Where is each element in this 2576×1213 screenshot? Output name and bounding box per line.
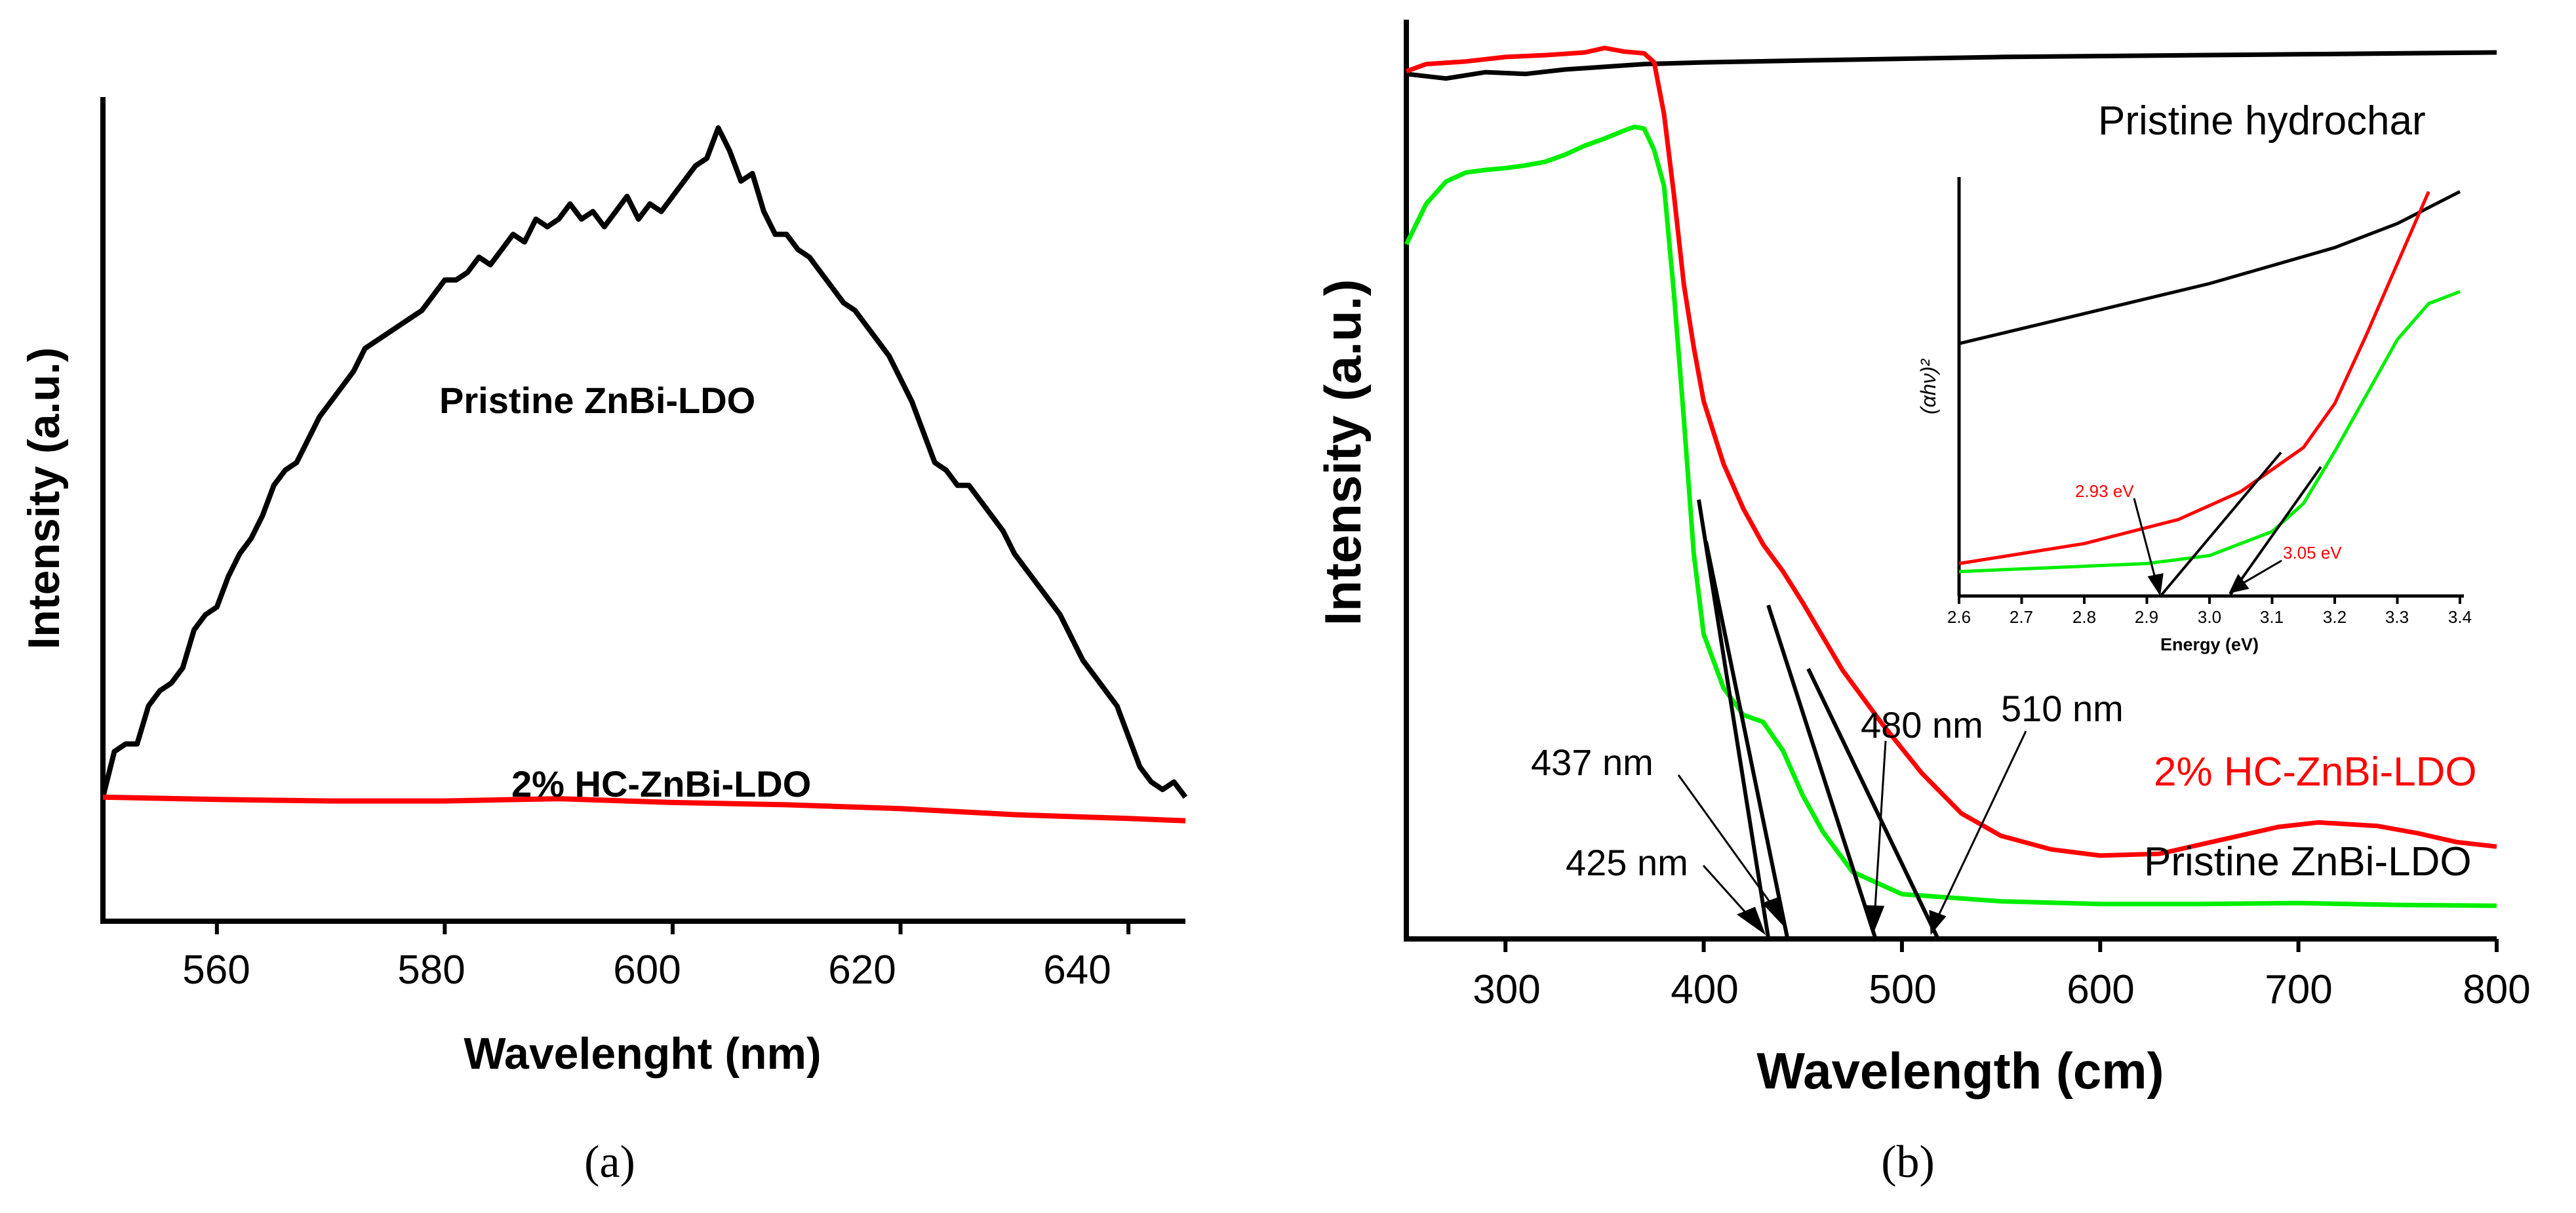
arrow-437 (1677, 774, 1775, 909)
arrow-480 (1874, 740, 1887, 909)
tangent-line (1704, 541, 1789, 938)
inset-tangent (2229, 466, 2322, 596)
inset-series-pristine-line (1958, 290, 2461, 574)
b-annotation-510nm: 510 nm (2001, 688, 2124, 729)
panel-b: 300 400 500 600 700 800 Wavelength (cm) … (1314, 20, 2531, 1187)
inset-series-hydrochar-line (1958, 189, 2461, 346)
b-pointer-arrows (1677, 730, 2027, 936)
a-x-axis-label: Wavelenght (nm) (464, 1029, 821, 1079)
b-annotation-425nm: 425 nm (1566, 842, 1688, 883)
inset-tick-label: 2.9 (2135, 607, 2158, 627)
a-series-pristine-line (100, 125, 1188, 799)
a-tick-labels: 560 580 600 620 640 (182, 947, 1111, 993)
panel-label-b: (b) (1881, 1137, 1935, 1187)
tangent-line (1806, 667, 1939, 939)
inset-annotation-305ev: 3.05 eV (2283, 543, 2342, 563)
a-x-ticks (214, 921, 1131, 934)
tangent-line (1766, 605, 1877, 938)
inset-tick-label: 2.8 (2072, 607, 2096, 627)
inset-arrow-293 (2133, 498, 2157, 581)
arrow-480-head (1864, 905, 1885, 933)
inset-tick-label: 2.6 (1947, 607, 1971, 627)
arrow-425-head (1736, 907, 1766, 936)
a-y-axis-label: Intensity (a.u.) (19, 348, 69, 650)
a-tick-label: 580 (397, 947, 465, 993)
b-tick-label: 400 (1671, 967, 1738, 1012)
inset-tick-label: 3.1 (2260, 607, 2284, 627)
b-tick-label: 500 (1869, 967, 1936, 1012)
inset-arrow-305 (2242, 559, 2282, 585)
arrow-510-head (1929, 909, 1947, 935)
inset-tick-label: 2.7 (2010, 607, 2033, 627)
a-tick-label: 600 (613, 947, 681, 993)
b-tangent-lines (1697, 499, 1939, 939)
inset-tangent (2160, 451, 2282, 596)
b-tick-label: 600 (2067, 967, 2134, 1012)
arrow-510 (1936, 730, 2027, 919)
b-annotation-437nm: 437 nm (1531, 742, 1654, 783)
b-x-ticks (1503, 939, 2499, 952)
a-tick-label: 620 (828, 947, 896, 993)
inset-annotation-293ev: 2.93 eV (2075, 481, 2134, 501)
tangent-line (1697, 499, 1770, 938)
inset-pointer-arrows (2133, 498, 2282, 597)
b-annotation-hc: 2% HC-ZnBi-LDO (2154, 749, 2477, 795)
b-tick-labels: 300 400 500 600 700 800 (1473, 967, 2530, 1012)
a-annotation-pristine: Pristine ZnBi-LDO (439, 380, 755, 421)
b-y-axis-label: Intensity (a.u.) (1314, 279, 1372, 626)
b-tick-label: 800 (2463, 967, 2530, 1012)
b-tick-label: 300 (1473, 967, 1540, 1012)
inset-tick-label: 3.0 (2198, 607, 2221, 627)
inset-x-axis-label: Energy (eV) (2160, 635, 2259, 654)
a-tick-label: 640 (1043, 947, 1111, 993)
b-series-hydrochar-line (1406, 50, 2497, 81)
b-annotation-hydrochar: Pristine hydrochar (2098, 98, 2426, 144)
inset-tick-label: 3.3 (2385, 607, 2409, 627)
b-annotation-480nm: 480 nm (1861, 704, 1983, 746)
inset-tick-labels: 2.6 2.7 2.8 2.9 3.0 3.1 3.2 3.3 3.4 (1947, 607, 2472, 627)
panel-label-a: (a) (584, 1137, 635, 1187)
inset-arrow-293-head (2147, 573, 2164, 597)
arrow-425 (1702, 864, 1751, 918)
inset-tick-label: 3.4 (2448, 607, 2472, 627)
b-x-axis-label: Wavelength (cm) (1756, 1042, 2164, 1100)
inset-tangent-lines (2160, 451, 2322, 596)
b-annotation-pristine: Pristine ZnBi-LDO (2144, 839, 2472, 885)
inset-series-hc-line (1958, 191, 2430, 565)
inset-y-axis-label: (αhν)² (1916, 359, 1940, 414)
b-series-pristine-line (1404, 125, 2497, 908)
panel-a: 560 580 600 620 640 Wavelenght (nm) Inte… (19, 97, 1188, 1187)
b-inset: 2.6 2.7 2.8 2.9 3.0 3.1 3.2 3.3 3.4 Ener… (1916, 177, 2472, 654)
inset-arrow-305-head (2229, 574, 2249, 594)
inset-tick-label: 3.2 (2323, 607, 2347, 627)
a-annotation-hc: 2% HC-ZnBi-LDO (511, 763, 811, 805)
b-tick-label: 700 (2265, 967, 2332, 1012)
b-series-hc-line (1405, 45, 2497, 858)
inset-x-ticks (1958, 596, 2461, 604)
a-tick-label: 560 (182, 947, 250, 993)
arrow-437-head (1762, 896, 1785, 928)
a-series-hc-line (102, 794, 1186, 824)
